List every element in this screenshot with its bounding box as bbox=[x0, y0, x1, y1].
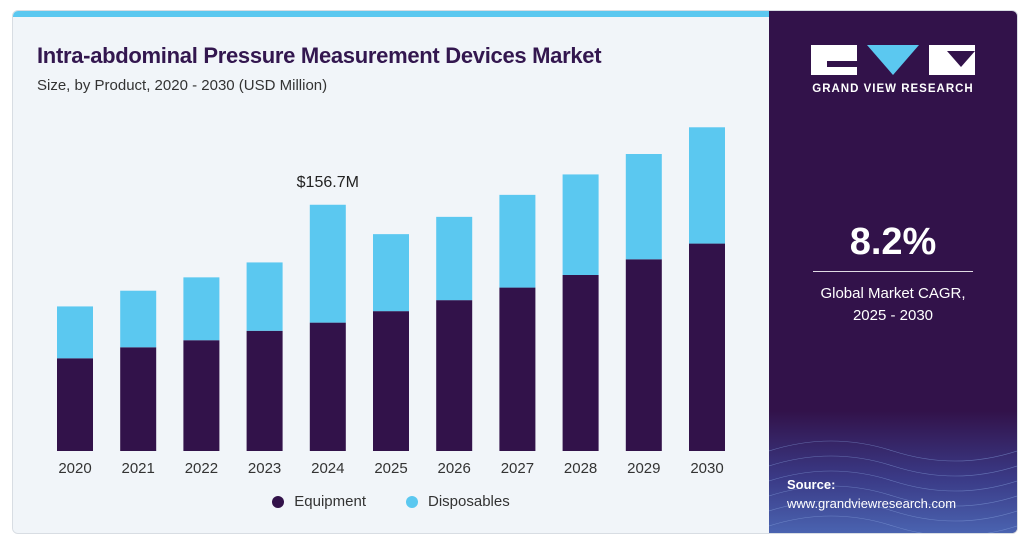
chart-subtitle: Size, by Product, 2020 - 2030 (USD Milli… bbox=[37, 77, 328, 94]
chart-title: Intra-abdominal Pressure Measurement Dev… bbox=[37, 43, 602, 68]
chart-legend: Equipment Disposables bbox=[13, 493, 769, 510]
legend-item-equipment: Equipment bbox=[272, 493, 366, 510]
x-tick-label-2029: 2029 bbox=[627, 460, 660, 477]
bar-equipment-2023 bbox=[246, 330, 283, 451]
bar-disposables-2020 bbox=[57, 306, 93, 359]
bar-equipment-2025 bbox=[373, 311, 409, 451]
bar-equipment-2020 bbox=[57, 358, 93, 451]
bar-disposables-2027 bbox=[499, 194, 536, 288]
infographic-card: Intra-abdominal Pressure Measurement Dev… bbox=[12, 10, 1018, 534]
bar-disposables-2021 bbox=[120, 290, 157, 348]
bar-disposables-2029 bbox=[625, 154, 662, 260]
x-tick-label-2021: 2021 bbox=[122, 460, 155, 477]
cagr-label-line2: 2025 - 2030 bbox=[852, 307, 934, 324]
bar-disposables-2024 bbox=[309, 204, 346, 323]
legend-swatch-equipment bbox=[272, 495, 285, 508]
legend-swatch-disposables bbox=[406, 495, 418, 508]
data-label-2024: $156.7M bbox=[297, 174, 359, 191]
decorative-wave-background bbox=[769, 411, 1017, 533]
source-heading: Source: bbox=[787, 477, 836, 492]
x-tick-label-2027: 2027 bbox=[501, 460, 534, 477]
cagr-divider bbox=[813, 271, 973, 272]
legend-label-disposables: Disposables bbox=[428, 493, 510, 510]
x-tick-label-2022: 2022 bbox=[185, 460, 218, 477]
grand-view-research-logo bbox=[811, 45, 975, 75]
bar-disposables-2023 bbox=[246, 262, 283, 331]
bar-chart: 2020 2021 2022 2023 2024 2025 2026 2027 2028 2029… bbox=[57, 127, 725, 477]
x-tick-label-2026: 2026 bbox=[438, 460, 471, 477]
bar-disposables-2025 bbox=[373, 234, 409, 312]
cagr-label-line1: Global Market CAGR, bbox=[820, 285, 966, 302]
accent-bar bbox=[13, 11, 769, 17]
info-sidebar: GRAND VIEW RESEARCH 8.2% Global Market C… bbox=[769, 11, 1017, 533]
logo-text: GRAND VIEW RESEARCH bbox=[812, 83, 974, 95]
bar-equipment-2022 bbox=[183, 340, 220, 451]
x-tick-label-2030: 2030 bbox=[690, 460, 723, 477]
legend-item-disposables: Disposables bbox=[406, 493, 510, 510]
bar-disposables-2028 bbox=[562, 174, 599, 275]
cagr-value: 8.2% bbox=[849, 221, 937, 263]
x-tick-label-2020: 2020 bbox=[58, 460, 91, 477]
x-tick-label-2024: 2024 bbox=[311, 460, 344, 477]
bar-equipment-2024 bbox=[309, 322, 346, 451]
x-tick-label-2028: 2028 bbox=[564, 460, 597, 477]
bar-equipment-2030 bbox=[689, 243, 725, 451]
cagr-label: Global Market CAGR, 2025 - 2030 bbox=[769, 283, 1017, 327]
x-tick-label-2023: 2023 bbox=[248, 460, 281, 477]
bar-disposables-2030 bbox=[689, 127, 725, 244]
chart-panel: Intra-abdominal Pressure Measurement Dev… bbox=[13, 11, 769, 533]
x-tick-label-2025: 2025 bbox=[374, 460, 407, 477]
bar-equipment-2026 bbox=[436, 300, 473, 451]
bar-equipment-2029 bbox=[625, 259, 662, 451]
bar-disposables-2026 bbox=[436, 216, 473, 301]
bar-equipment-2021 bbox=[120, 347, 157, 451]
bar-disposables-2022 bbox=[183, 277, 220, 341]
bar-equipment-2027 bbox=[499, 287, 536, 451]
bar-equipment-2028 bbox=[562, 275, 599, 451]
source-url[interactable]: www.grandviewresearch.com bbox=[787, 496, 957, 511]
legend-label-equipment: Equipment bbox=[294, 493, 366, 510]
